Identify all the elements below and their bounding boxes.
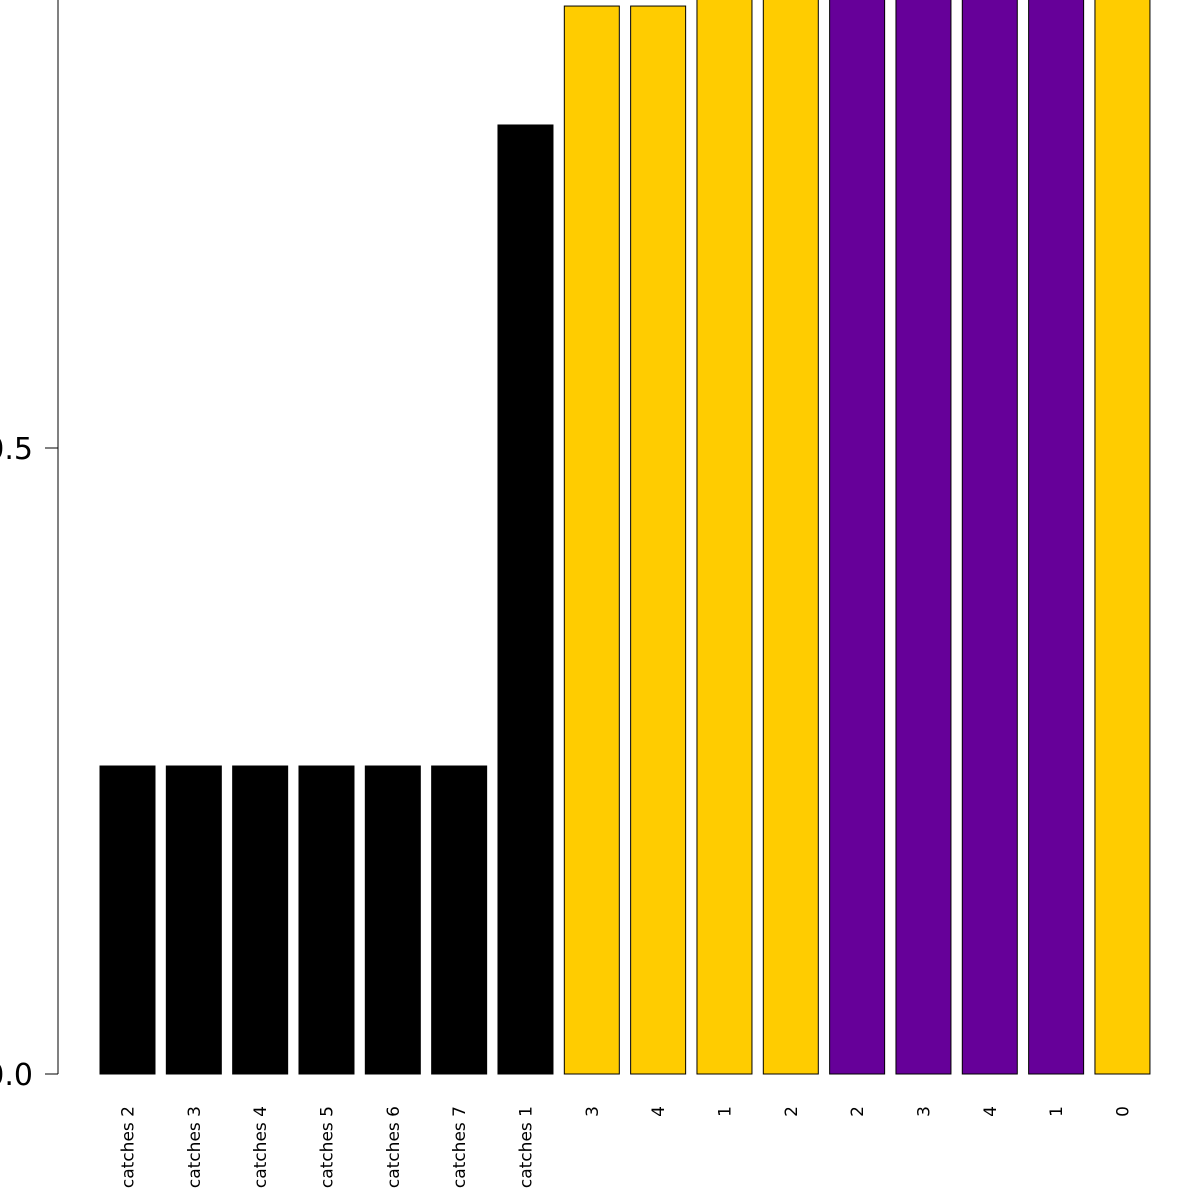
bar bbox=[364, 765, 421, 1075]
x-axis-labels: catches 2 catches 3 catches 4 catches 5 catc… bbox=[119, 1106, 1134, 1188]
y-tick-label: 0.5 bbox=[0, 432, 33, 467]
x-category-label: catches 7 bbox=[450, 1106, 470, 1188]
x-category-label: 4 bbox=[649, 1106, 669, 1117]
x-category-label: 3 bbox=[914, 1106, 934, 1117]
bar bbox=[829, 0, 886, 1075]
bar bbox=[431, 765, 488, 1075]
x-category-label: 1 bbox=[1047, 1106, 1067, 1117]
y-axis: 0.00.51.01.5 bbox=[0, 0, 59, 1093]
x-category-label: 4 bbox=[981, 1106, 1001, 1117]
bar bbox=[1094, 0, 1151, 1075]
bar bbox=[696, 0, 753, 1075]
bar bbox=[232, 765, 289, 1075]
x-category-label: 2 bbox=[782, 1106, 802, 1117]
bar bbox=[762, 0, 819, 1075]
x-category-label: 1 bbox=[715, 1106, 735, 1117]
bar bbox=[165, 765, 222, 1075]
bar bbox=[99, 765, 156, 1075]
bar bbox=[630, 5, 687, 1075]
x-category-label: 3 bbox=[583, 1106, 603, 1117]
x-category-label: catches 6 bbox=[384, 1106, 404, 1188]
bar bbox=[563, 5, 620, 1075]
bar bbox=[895, 0, 952, 1075]
x-category-label: catches 1 bbox=[516, 1106, 536, 1188]
x-category-label: catches 3 bbox=[185, 1106, 205, 1188]
bars bbox=[99, 0, 1151, 1075]
bar bbox=[1028, 0, 1085, 1075]
x-category-label: 0 bbox=[1113, 1106, 1133, 1117]
bar bbox=[497, 124, 554, 1075]
bar bbox=[961, 0, 1018, 1075]
bar bbox=[298, 765, 355, 1075]
y-tick-label: 0.0 bbox=[0, 1058, 33, 1093]
x-category-label: catches 5 bbox=[317, 1106, 337, 1188]
x-category-label: 2 bbox=[848, 1106, 868, 1117]
x-category-label: catches 4 bbox=[251, 1106, 271, 1188]
x-category-label: catches 2 bbox=[119, 1106, 139, 1188]
